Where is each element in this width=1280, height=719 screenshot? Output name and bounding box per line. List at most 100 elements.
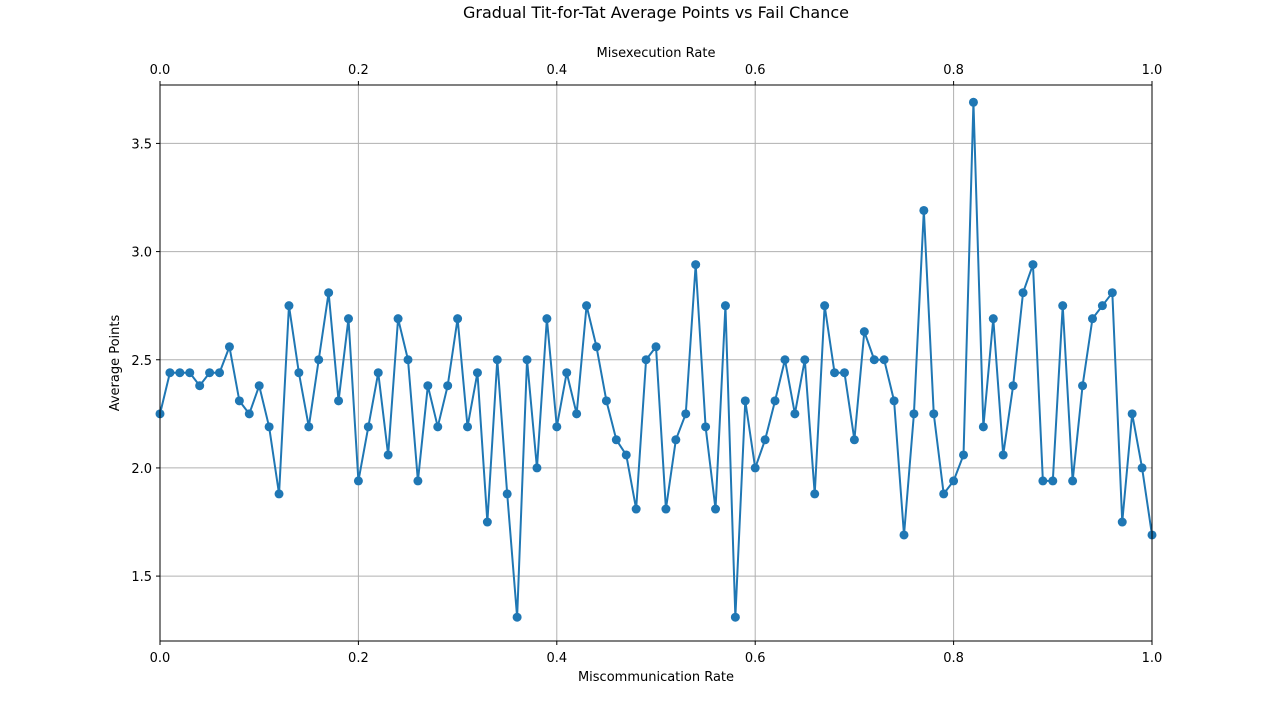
y-tick-label: 1.5 [131, 570, 152, 585]
data-point [711, 504, 721, 514]
x-tick-label: 0.6 [745, 651, 766, 666]
data-point [572, 409, 582, 419]
data-point [353, 476, 363, 486]
chart-title: Gradual Tit-for-Tat Average Points vs Fa… [463, 3, 849, 22]
data-point [433, 422, 443, 432]
x2-tick-label: 0.8 [943, 63, 964, 78]
data-point [740, 396, 750, 406]
y-axis-label: Average Points [108, 314, 123, 411]
data-point [373, 368, 383, 378]
x-tick-label: 0.0 [150, 651, 171, 666]
data-point [224, 342, 234, 352]
data-point [512, 612, 522, 622]
data-point [651, 342, 661, 352]
x2-tick-label: 0.4 [546, 63, 567, 78]
data-point [472, 368, 482, 378]
data-point [621, 450, 631, 460]
data-point [1038, 476, 1048, 486]
data-point [790, 409, 800, 419]
x2-tick-label: 0.6 [745, 63, 766, 78]
data-point [909, 409, 919, 419]
x-axis-label: Miscommunication Rate [578, 670, 734, 685]
y-tick-label: 2.5 [131, 354, 152, 369]
data-point [1018, 288, 1028, 298]
data-point [889, 396, 899, 406]
data-point [254, 381, 264, 391]
data-point [403, 355, 413, 365]
data-point [631, 504, 641, 514]
data-point [869, 355, 879, 365]
data-point [849, 435, 859, 445]
data-point [720, 301, 730, 311]
data-point [334, 396, 344, 406]
x-tick-label: 0.4 [546, 651, 567, 666]
data-point [1008, 381, 1018, 391]
data-point [998, 450, 1008, 460]
y-tick-label: 3.5 [131, 137, 152, 152]
data-point [1058, 301, 1068, 311]
data-point [552, 422, 562, 432]
data-point [1097, 301, 1107, 311]
data-point [919, 205, 929, 215]
data-point [830, 368, 840, 378]
data-point [542, 314, 552, 324]
x-tick-label: 1.0 [1142, 651, 1163, 666]
data-point [1107, 288, 1117, 298]
data-point [304, 422, 314, 432]
data-point [671, 435, 681, 445]
data-point [661, 504, 671, 514]
x2-axis-label: Misexecution Rate [597, 46, 716, 61]
data-point [810, 489, 820, 499]
data-point [959, 450, 969, 460]
data-point [264, 422, 274, 432]
data-point [413, 476, 423, 486]
data-point [453, 314, 463, 324]
x2-tick-label: 0.2 [348, 63, 369, 78]
data-point [611, 435, 621, 445]
data-point [760, 435, 770, 445]
data-point [1087, 314, 1097, 324]
data-point [522, 355, 532, 365]
data-point [1028, 260, 1038, 270]
data-point [601, 396, 611, 406]
data-point [1068, 476, 1078, 486]
data-point [274, 489, 284, 499]
data-point [294, 368, 304, 378]
data-point [859, 327, 869, 337]
data-point [423, 381, 433, 391]
data-point [978, 422, 988, 432]
data-point [195, 381, 205, 391]
data-point [701, 422, 711, 432]
data-point [205, 368, 215, 378]
data-point [1117, 517, 1127, 527]
data-point [443, 381, 453, 391]
data-point [820, 301, 830, 311]
data-point [562, 368, 572, 378]
data-point [1078, 381, 1088, 391]
data-point [215, 368, 225, 378]
data-point [929, 409, 939, 419]
y-tick-label: 2.0 [131, 462, 152, 477]
y-tick-label: 3.0 [131, 246, 152, 261]
data-point [641, 355, 651, 365]
data-point [839, 368, 849, 378]
data-point [314, 355, 324, 365]
data-point [750, 463, 760, 473]
data-point [879, 355, 889, 365]
data-point [482, 517, 492, 527]
x2-tick-label: 0.0 [150, 63, 171, 78]
data-point [502, 489, 512, 499]
data-point [324, 288, 334, 298]
data-point [949, 476, 959, 486]
data-point [244, 409, 254, 419]
data-point [1048, 476, 1058, 486]
data-point [591, 342, 601, 352]
data-point [968, 97, 978, 107]
plot-frame [159, 84, 1153, 642]
x2-tick-label: 1.0 [1142, 63, 1163, 78]
data-point [939, 489, 949, 499]
data-point [691, 260, 701, 270]
data-point [363, 422, 373, 432]
data-point [730, 612, 740, 622]
